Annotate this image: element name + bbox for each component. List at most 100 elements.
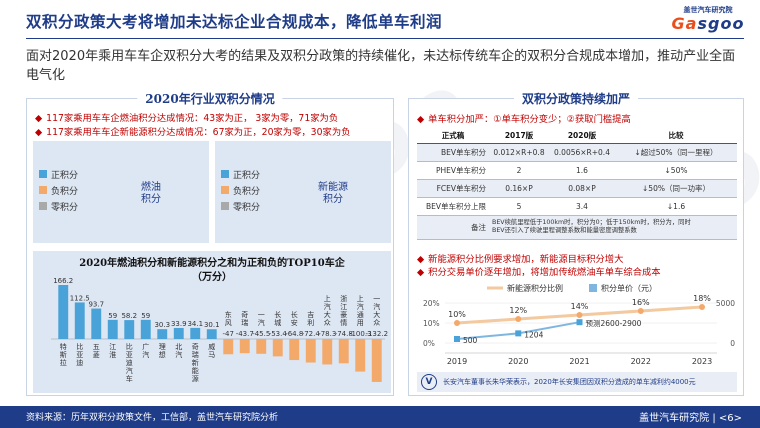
company-logo: 盖世汽车研究院 Gasgoo (668, 5, 748, 33)
legend-price-label: 积分单价（元） (601, 283, 657, 293)
table-cell: 0.012×R+0.8 (489, 143, 549, 162)
bar-value-label: 112.5 (70, 294, 90, 302)
bar-value-label: 30.3 (154, 321, 170, 329)
bar-chart-unit: （万分） (192, 272, 232, 283)
bar-category-label: 特斯拉 (60, 342, 67, 367)
table-row: PHEV单车积分 2 1.6 ↓50% (417, 161, 737, 180)
donut-center-label: 积分 (323, 193, 343, 205)
price-point (576, 319, 583, 326)
bar-mark (91, 308, 102, 339)
ratio-label: 14% (571, 302, 589, 311)
table-cell: 2 (489, 161, 549, 180)
donut-center-label: 积分 (141, 193, 161, 205)
table-cell: FCEV单车积分 (417, 179, 489, 198)
ratio-point (576, 312, 583, 318)
left-panel-title: 2020年行业双积分情况 (137, 90, 283, 107)
bar-mark (355, 339, 366, 372)
bar-value-label: -132.2 (365, 330, 388, 338)
bar-mark (157, 329, 168, 339)
table-header: 2017版 (489, 129, 549, 144)
bar-mark (190, 327, 201, 339)
donut-center-label: 新能源 (318, 180, 348, 193)
bar-mark (371, 339, 382, 382)
bar-value-label: -72.4 (302, 330, 321, 338)
right-bullet-nev-ratio: 新能源积分比例要求增加，新能源目标积分增大 (417, 251, 623, 265)
logo-subtext: 盖世汽车研究院 (683, 6, 733, 14)
y-left-tick: 10% (423, 319, 440, 328)
table-header: 2020版 (549, 129, 615, 144)
legend-zero-swatch (221, 202, 229, 210)
bar-category-label: 长安 (291, 310, 298, 327)
table-cell: ↓超过50%（同一里程） (615, 143, 737, 162)
bar-mark (206, 329, 217, 339)
legend-ratio-label: 新能源积分比例 (507, 283, 563, 293)
footer-source: 资料来源：历年双积分政策文件，工信部，盖世汽车研究院分析 (26, 413, 279, 423)
nev-donut-chart: 新能源积分 (283, 143, 348, 205)
right-bullet-single-credit: 单车积分加严：①单车积分变少；②获取门槛提高 (417, 111, 631, 125)
bar-category-label: 理想 (159, 343, 166, 359)
y-left-tick: 0% (423, 339, 435, 348)
nev-legend: 正积分 负积分 零积分 (221, 166, 260, 214)
bar-mark (107, 319, 118, 339)
left-panel: 2020年行业双积分情况 117家乘用车车企燃油积分达成情况：43家为正， 3家… (26, 90, 394, 396)
bar-mark (305, 339, 316, 363)
bar-value-label: -78.3 (318, 330, 336, 338)
price-point (515, 330, 522, 337)
bar-category-label: 长城 (274, 310, 281, 327)
table-cell: 0.16×P (489, 179, 549, 198)
price-label: 500 (463, 336, 478, 345)
top10-bar-chart: 166.2 特斯拉 112.5 比亚迪 93.7 五菱 59 江淮 58.2 比亚迪汽车 59 广汽 3… (51, 277, 388, 383)
footer-org: 盖世汽车研究院 (639, 413, 710, 424)
left-bullet-fuel: 117家乘用车车企燃油积分达成情况：43家为正， 3家为零，71家为负 (35, 110, 338, 124)
bar-value-label: -53.4 (269, 330, 288, 338)
ratio-label: 10% (448, 310, 466, 319)
credit-comparison-table: 正式稿 2017版 2020版 比较 BEV单车积分 0.012×R+0.8 0… (417, 129, 737, 240)
ratio-point (699, 304, 705, 310)
top10-bar-box: 2020年燃油积分和新能源积分之和为正和负的TOP10车企 （万分） 166.2… (33, 251, 391, 393)
credit-trend-box: 新能源积分比例 积分单价（元） 20% 10% 0% 5000 0 500 1204 预测2600… (417, 279, 737, 369)
bar-category-label: 比亚迪 (76, 342, 83, 367)
bar-value-label: -47 (223, 330, 234, 338)
bar-category-label: 北汽 (175, 343, 182, 359)
bar-mark (322, 339, 333, 365)
table-note-label: 备注 (417, 215, 489, 240)
logo-text: Gasgoo (671, 14, 745, 33)
bar-category-label: 上汽大众 (324, 294, 331, 327)
bar-category-label: 奇瑞 (241, 310, 248, 327)
credit-trend-chart: 新能源积分比例 积分单价（元） 20% 10% 0% 5000 0 500 1204 预测2600… (423, 283, 735, 366)
table-cell: BEV单车积分上限 (417, 197, 489, 216)
bar-category-label: 上汽通用 (357, 294, 364, 327)
bar-category-label: 比亚迪汽车 (126, 342, 133, 383)
bar-value-label: 59 (108, 312, 117, 320)
table-cell: ↓50% (615, 161, 737, 180)
donut-center-label: 燃油 (141, 180, 161, 193)
bar-value-label: 34.1 (187, 320, 203, 328)
table-note-line: BEV还引入了续驶里程调整系数和能量密度调整系数 (492, 227, 637, 234)
bar-category-label: 吉利 (307, 311, 314, 327)
bar-value-label: 58.2 (121, 312, 137, 320)
x-tick-label: 2021 (569, 357, 589, 366)
bar-value-label: -74.8 (335, 330, 353, 338)
ratio-point (637, 308, 644, 314)
bar-mark (272, 339, 283, 357)
bar-mark (173, 327, 184, 339)
bar-category-label: 五菱 (93, 343, 100, 359)
footer-bar: 资料来源：历年双积分政策文件，工信部，盖世汽车研究院分析 盖世汽车研究院 | <… (0, 406, 760, 428)
table-row: BEV单车积分上限 5 3.4 ↓1.6 (417, 197, 737, 216)
table-cell: 0.08×P (549, 179, 615, 198)
ratio-label: 12% (509, 306, 527, 315)
price-label: 预测2600-2900 (586, 318, 642, 328)
changan-logo-icon: V (421, 374, 437, 390)
table-cell: 5 (489, 197, 549, 216)
x-tick-label: 2019 (447, 357, 467, 366)
quote-text: 长安汽车董事长朱华荣表示，2020年长安集团因双积分造成的单车减利约4000元 (443, 378, 696, 386)
bar-category-label: 奇瑞新能源 (192, 342, 199, 383)
bar-mark (289, 339, 300, 361)
footer-page: 盖世汽车研究院 | <6> (639, 413, 742, 424)
legend-positive: 正积分 (221, 166, 260, 182)
bar-category-label: 一汽大众 (373, 295, 380, 327)
table-note-row: 备注 BEV续航里程低于100km时，积分为0；低于150km时，积分为，同时 … (417, 215, 737, 240)
nev-donut-box: 正积分 负积分 零积分 新能源 积分 (215, 141, 391, 243)
bar-category-label: 江淮 (109, 343, 116, 359)
bar-mark (338, 339, 349, 364)
